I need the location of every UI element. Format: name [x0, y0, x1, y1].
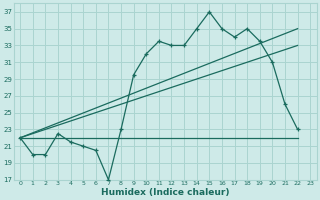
X-axis label: Humidex (Indice chaleur): Humidex (Indice chaleur)	[101, 188, 229, 197]
